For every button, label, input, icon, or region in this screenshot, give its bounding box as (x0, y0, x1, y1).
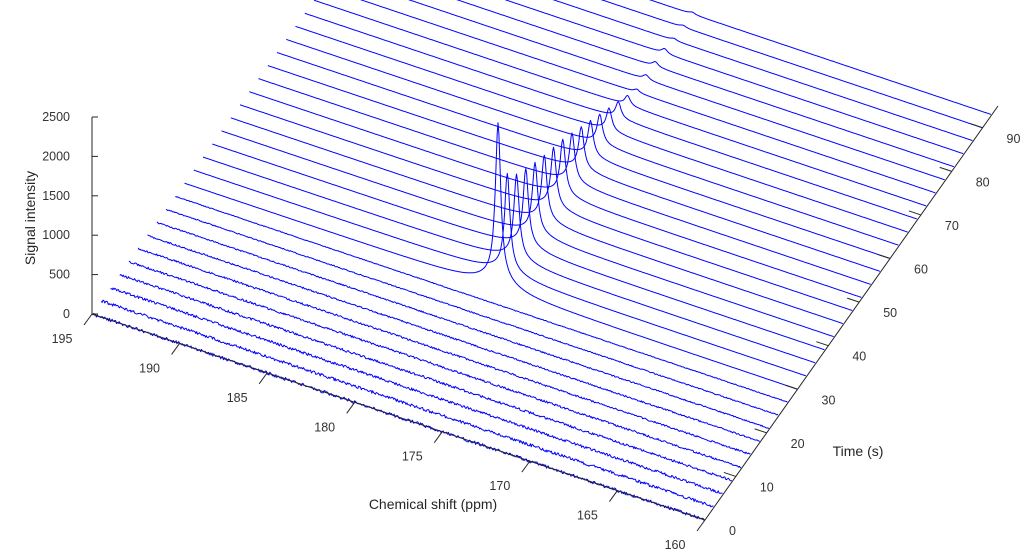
y-axis-ticks: 0 10 20 30 40 50 60 70 80 90 (692, 123, 1021, 538)
y-tick-label: 40 (852, 350, 866, 364)
x-tick-label: 170 (489, 479, 510, 493)
spectrum-trace (267, 65, 881, 272)
x-tick (346, 401, 356, 414)
spectrum-trace (239, 104, 853, 311)
spectrum-trace (110, 287, 723, 494)
spectra-traces (91, 0, 992, 521)
spectrum-trace (649, 0, 992, 115)
z-tick-label: 500 (49, 268, 70, 282)
spectrum-trace (221, 130, 834, 338)
y-tick (785, 384, 798, 390)
spectrum-trace (295, 25, 908, 233)
y-tick (847, 297, 860, 303)
y-tick-label: 90 (1007, 132, 1021, 146)
spectrum-trace (504, 0, 964, 155)
x-axis: 195 190 185 180 175 170 165 160 Chemical shift … (52, 313, 706, 552)
spectrum-trace (258, 78, 871, 285)
z-axis-title: Signal intensity (22, 171, 38, 265)
x-tick-label: 175 (402, 450, 423, 464)
y-tick-label: 70 (945, 219, 959, 233)
x-tick-label: 195 (52, 332, 73, 346)
spectrum-trace (202, 156, 816, 364)
x-tick (83, 313, 93, 326)
spectrum-trace (408, 0, 945, 181)
spectrum-trace (552, 0, 973, 142)
x-tick-label: 185 (227, 391, 248, 405)
y-tick (754, 428, 767, 434)
x-axis-title: Chemical shift (ppm) (369, 496, 497, 512)
x-tick-label: 160 (665, 538, 686, 552)
z-tick-label: 1000 (42, 228, 70, 242)
z-tick-label: 0 (63, 307, 70, 321)
spectrum-trace (184, 122, 797, 390)
spectrum-trace (119, 274, 732, 482)
y-tick-label: 0 (729, 524, 736, 538)
y-tick-label: 20 (791, 437, 805, 451)
y-tick (908, 210, 922, 216)
z-tick-label: 2500 (42, 110, 70, 124)
x-axis-ticks: 195 190 185 180 175 170 165 160 (52, 313, 706, 552)
x-axis-line (91, 313, 706, 521)
spectrum-trace (100, 299, 714, 508)
x-tick (696, 519, 706, 532)
x-tick-label: 165 (577, 509, 598, 523)
z-tick-label: 1500 (42, 189, 70, 203)
spectrum-trace (128, 260, 742, 469)
y-tick-label: 10 (760, 480, 774, 494)
y-axis-line (704, 105, 999, 521)
x-tick (258, 372, 268, 385)
spectrum-trace (156, 221, 770, 429)
x-tick (171, 343, 180, 355)
spectrum-trace (137, 247, 751, 455)
y-tick-label: 80 (976, 175, 990, 189)
y-tick-label: 60 (914, 263, 928, 277)
y-tick (692, 515, 706, 521)
spectrum-trace (360, 0, 936, 194)
spectrum-trace (276, 52, 890, 259)
spectrum-trace (600, 0, 982, 128)
spectrum-trace (230, 117, 844, 325)
spectrum-trace (313, 0, 927, 207)
y-axis: 0 10 20 30 40 50 60 70 80 90 Time (s) (692, 105, 1021, 538)
z-axis: 0 500 1000 1500 2000 2500 Signal intensity (22, 110, 98, 321)
x-tick-label: 190 (139, 361, 160, 375)
y-tick-label: 50 (883, 306, 897, 320)
spectrum-trace (175, 196, 788, 403)
y-tick-label: 30 (822, 393, 836, 407)
x-tick (433, 431, 443, 444)
y-tick (723, 471, 736, 477)
y-tick (877, 254, 891, 259)
x-tick (609, 490, 618, 502)
y-tick (939, 166, 952, 172)
spectrum-trace (212, 143, 825, 351)
x-tick-label: 180 (314, 420, 335, 434)
y-tick (970, 123, 983, 129)
x-tick (521, 460, 531, 473)
spectrum-trace (147, 234, 760, 443)
z-axis-ticks: 0 500 1000 1500 2000 2500 (42, 110, 98, 321)
spectrum-trace (456, 0, 955, 168)
y-axis-title: Time (s) (833, 443, 884, 459)
spectrum-trace (193, 169, 807, 377)
spectrum-trace (286, 38, 899, 246)
spectrum-trace (249, 91, 862, 298)
spectrum-trace (165, 209, 779, 416)
z-tick-label: 2000 (42, 149, 70, 163)
y-tick (816, 341, 829, 347)
